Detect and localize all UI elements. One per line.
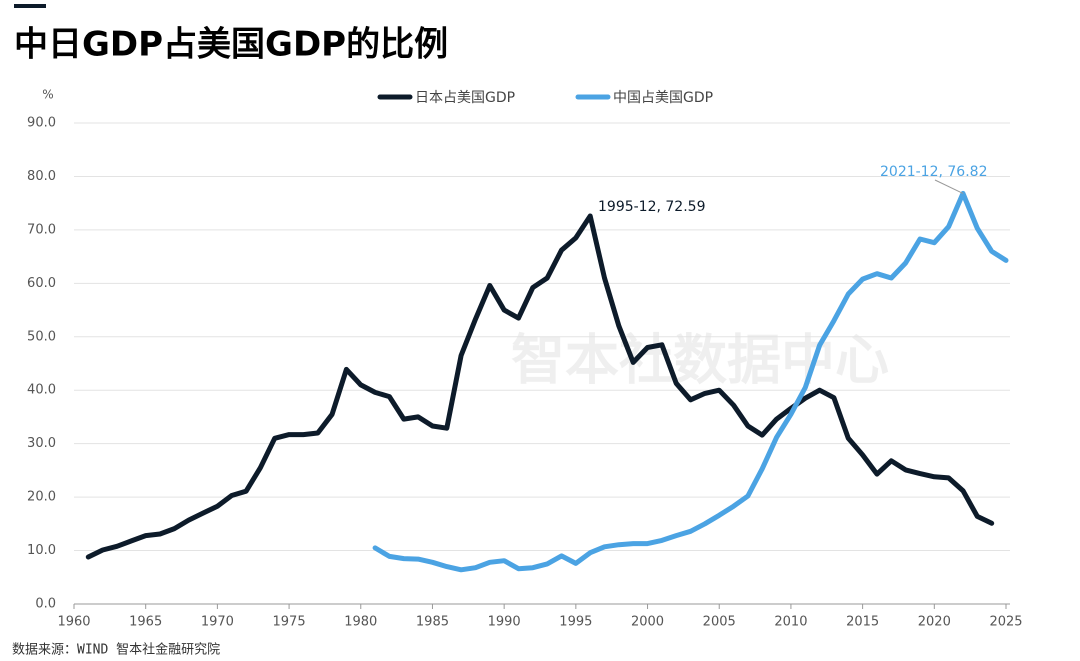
series-line (85, 213, 995, 560)
y-tick-label: 40.0 (27, 383, 56, 398)
x-tick-label: 2015 (846, 615, 879, 630)
x-tick-label: 1960 (57, 615, 90, 630)
x-tick-label: 1965 (129, 615, 162, 630)
source: 数据来源：WIND 智本社金融研究院 (12, 642, 220, 658)
legend-label: 中国占美国GDP (613, 90, 713, 106)
y-tick-label: 30.0 (27, 436, 56, 451)
x-tick-label: 2025 (989, 615, 1022, 630)
x-tick-label: 1985 (416, 615, 449, 630)
title-accent (14, 4, 46, 8)
annotation: 1995-12, 72.59 (598, 199, 705, 215)
y-tick-label: 50.0 (27, 329, 56, 344)
x-tick-label: 1990 (488, 615, 521, 630)
x-tick-label: 1975 (273, 615, 306, 630)
annotation-leader (934, 179, 964, 194)
x-tick-label: 2010 (774, 615, 807, 630)
y-tick-label: 0.0 (35, 597, 56, 612)
watermark: 智本社数据中心 (511, 329, 889, 392)
y-tick-label: 60.0 (27, 276, 56, 291)
series-line (372, 190, 1009, 573)
x-tick-label: 1980 (344, 615, 377, 630)
y-tick-label: 80.0 (27, 169, 56, 184)
chart-title: 中日GDP占美国GDP的比例 (14, 25, 448, 65)
y-tick-label: 10.0 (27, 543, 56, 558)
x-tick-label: 2005 (703, 615, 736, 630)
x-tick-label: 1995 (559, 615, 592, 630)
y-tick-label: 90.0 (27, 116, 56, 131)
y-axis-label: % (42, 88, 53, 102)
y-tick-label: 20.0 (27, 490, 56, 505)
x-tick-label: 1970 (201, 615, 234, 630)
legend-label: 日本占美国GDP (415, 90, 515, 106)
annotation: 2021-12, 76.82 (880, 164, 987, 180)
x-tick-label: 2020 (918, 615, 951, 630)
x-tick-label: 2000 (631, 615, 664, 630)
y-tick-label: 70.0 (27, 222, 56, 237)
